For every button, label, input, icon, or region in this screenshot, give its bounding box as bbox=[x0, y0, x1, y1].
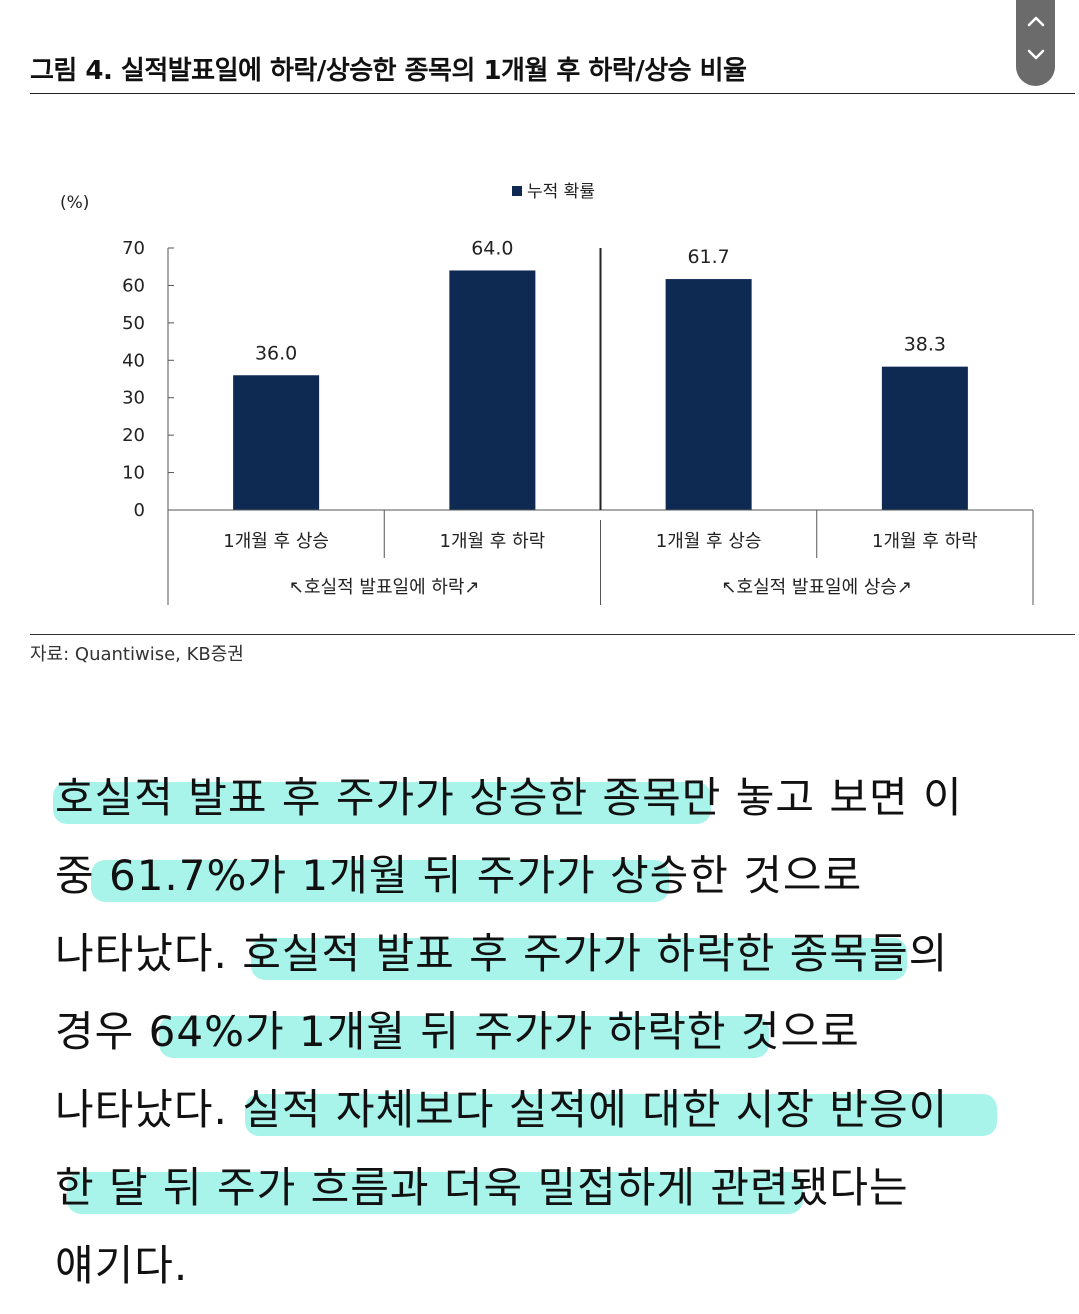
data-label: 61.7 bbox=[687, 246, 729, 268]
group-label: ↖호실적 발표일에 하락↗ bbox=[289, 577, 480, 598]
bar bbox=[881, 366, 968, 510]
x-tick-label: 1개월 후 하락 bbox=[872, 531, 978, 552]
x-tick-label: 1개월 후 하락 bbox=[440, 531, 546, 552]
title-divider bbox=[30, 93, 1075, 94]
data-label: 36.0 bbox=[255, 342, 297, 364]
highlight-mark bbox=[245, 1094, 997, 1136]
x-axis: 1개월 후 상승 1개월 후 하락 1개월 후 상승 1개월 후 하락 ↖호실적 발표일… bbox=[167, 248, 1034, 605]
article-line: 얘기다. bbox=[55, 1241, 189, 1290]
article-line: 한 달 뒤 주가 흐름과 더욱 밀접하게 관련됐다는 bbox=[55, 1163, 909, 1214]
article-line: 나타났다. 호실적 발표 후 주가가 하락한 종목들의 bbox=[55, 929, 949, 980]
article-line: 나타났다. 실적 자체보다 실적에 대한 시장 반응이 bbox=[55, 1080, 1055, 1158]
legend-swatch bbox=[512, 186, 522, 196]
scroll-up-button[interactable] bbox=[1016, 2, 1055, 40]
highlight-mark bbox=[159, 1016, 769, 1058]
data-label: 64.0 bbox=[471, 237, 513, 259]
chevron-up-icon bbox=[1027, 16, 1044, 27]
article-line: 호실적 발표 후 주가가 상승한 종목만 놓고 보면 이 bbox=[53, 773, 963, 824]
bars: 36.0 64.0 61.7 38.3 bbox=[233, 237, 968, 510]
bar bbox=[665, 279, 752, 510]
y-axis: 0 10 20 30 40 50 60 70 bbox=[122, 238, 174, 521]
data-label: 38.3 bbox=[904, 334, 946, 356]
bar-chart: (%) 누적 확률 0 10 20 30 40 50 60 70 36.0 64.0 61.7 38… bbox=[60, 182, 1034, 605]
legend-label: 누적 확률 bbox=[527, 182, 595, 202]
y-tick-label: 70 bbox=[122, 238, 145, 259]
x-tick-label: 1개월 후 상승 bbox=[223, 531, 329, 552]
chevron-down-icon bbox=[1027, 49, 1044, 60]
bar bbox=[233, 375, 320, 510]
group-label: ↖호실적 발표일에 상승↗ bbox=[721, 577, 912, 598]
y-tick-label: 40 bbox=[122, 350, 145, 371]
y-tick-label: 0 bbox=[134, 500, 145, 521]
source-note: 자료: Quantiwise, KB증권 bbox=[30, 644, 244, 665]
article-line: 경우 64%가 1개월 뒤 주가가 하락한 것으로 bbox=[55, 1007, 860, 1058]
highlight-mark bbox=[91, 860, 669, 902]
scroll-down-button[interactable] bbox=[1016, 36, 1055, 74]
x-tick-label: 1개월 후 상승 bbox=[656, 531, 762, 552]
highlight-mark bbox=[53, 782, 711, 824]
figure-title: 그림 4. 실적발표일에 하락/상승한 종목의 1개월 후 하락/상승 비율 bbox=[30, 56, 747, 86]
article-line: 중 61.7%가 1개월 뒤 주가가 상승한 것으로 bbox=[55, 851, 863, 902]
y-axis-unit: (%) bbox=[60, 193, 89, 213]
y-tick-label: 10 bbox=[122, 463, 145, 484]
y-tick-label: 20 bbox=[122, 425, 145, 446]
scroll-control bbox=[1016, 0, 1055, 86]
highlight-mark bbox=[67, 1172, 803, 1214]
y-tick-label: 60 bbox=[122, 275, 145, 296]
source-divider bbox=[30, 634, 1075, 635]
y-tick-label: 50 bbox=[122, 313, 145, 334]
legend: 누적 확률 bbox=[512, 182, 595, 202]
highlight-mark bbox=[251, 938, 907, 980]
y-tick-label: 30 bbox=[122, 388, 145, 409]
bar bbox=[449, 270, 536, 510]
article-text: 호실적 발표 후 주가가 상승한 종목만 놓고 보면 이 중 61.7%가 1개… bbox=[53, 768, 1055, 1314]
